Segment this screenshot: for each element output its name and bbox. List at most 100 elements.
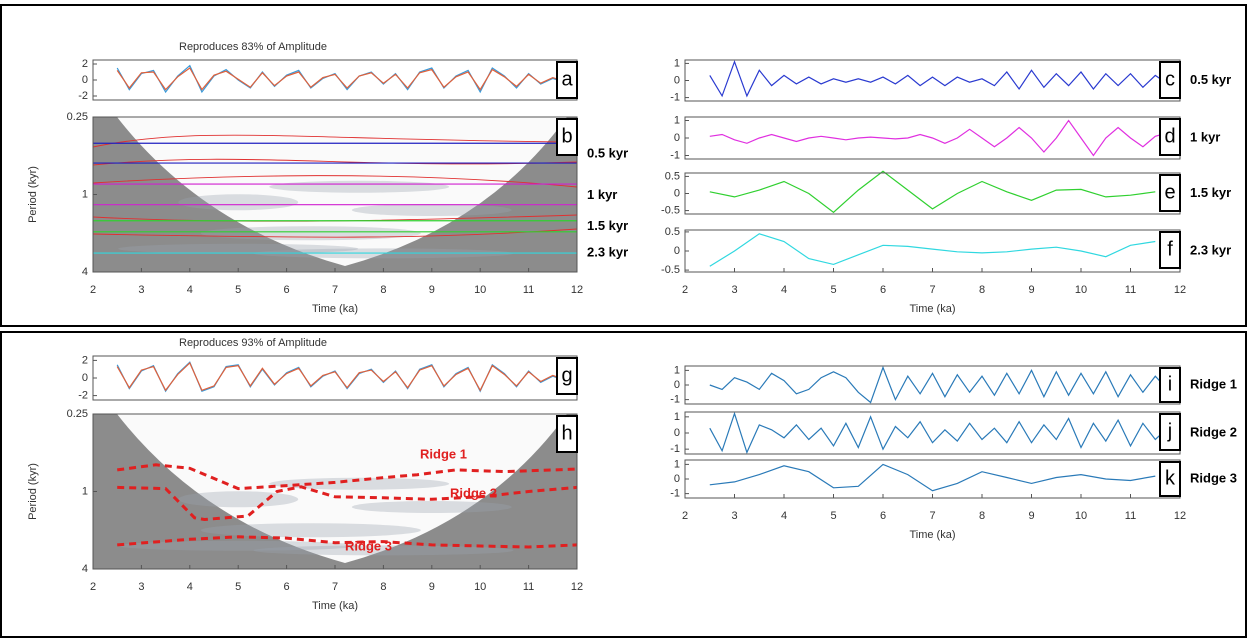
x-axis-label: Time (ka) (909, 303, 955, 315)
y-tick-label: 0.5 (665, 226, 680, 238)
panel-letter-box (1159, 118, 1181, 156)
band-label: 1.5 kyr (587, 218, 628, 233)
y-tick-label: -1 (670, 91, 680, 103)
x-tick-label: 5 (830, 284, 836, 296)
signal-line (709, 411, 1169, 455)
signal-line (116, 64, 566, 94)
side-label: 0.5 kyr (1190, 72, 1231, 87)
x-tick-label: 3 (731, 284, 737, 296)
cone-of-influence (117, 414, 567, 563)
x-tick-label: 5 (235, 284, 241, 296)
y-tick-label: 0 (674, 245, 680, 257)
power-texture (351, 204, 512, 216)
side-label: 2.3 kyr (1190, 242, 1231, 257)
y-tick-label: 0 (82, 74, 88, 86)
y-tick-label: 0 (674, 187, 680, 199)
panel-letter: i (1168, 373, 1172, 395)
x-tick-label: 2 (90, 581, 96, 593)
panel-letter-box (556, 118, 578, 156)
x-tick-label: 7 (332, 284, 338, 296)
side-label: Ridge 3 (1190, 470, 1237, 485)
power-texture (118, 243, 359, 254)
panel-letter-box (1159, 61, 1181, 99)
x-tick-label: 3 (731, 510, 737, 522)
x-tick-label: 10 (1075, 510, 1087, 522)
x-tick-label: 9 (429, 284, 435, 296)
side-label: 1.5 kyr (1190, 185, 1231, 200)
plot-frame (92, 59, 578, 101)
y-tick-label: 2 (82, 58, 88, 70)
x-tick-label: 8 (979, 284, 985, 296)
panel-letter: b (561, 125, 572, 147)
signal-line (116, 67, 566, 91)
signal-line (709, 463, 1156, 492)
y-tick-label: 4 (82, 563, 88, 575)
band-label: 1 kyr (587, 187, 617, 202)
cone-of-influence (117, 117, 567, 266)
panel-letter-box (1159, 461, 1181, 497)
power-texture (269, 180, 450, 193)
bottom-frame (0, 331, 1247, 638)
y-tick-label: 1 (674, 114, 680, 126)
x-tick-label: 2 (682, 510, 688, 522)
x-tick-label: 6 (284, 284, 290, 296)
y-tick-label: -1 (670, 394, 680, 406)
signal-line (709, 119, 1168, 157)
x-tick-label: 3 (138, 284, 144, 296)
y-tick-label: 0.25 (67, 111, 88, 123)
ridge-label: Ridge 3 (345, 538, 392, 553)
y-tick-label: 0 (674, 132, 680, 144)
panel-letter: f (1167, 238, 1173, 260)
plot-frame (684, 172, 1181, 215)
y-tick-label: 0 (674, 74, 680, 86)
signal-line (116, 361, 566, 392)
signal-line (709, 170, 1156, 214)
x-tick-label: 4 (781, 510, 787, 522)
y-tick-label: 1 (674, 364, 680, 376)
significance-contour (92, 134, 578, 148)
x-tick-label: 3 (138, 581, 144, 593)
x-tick-label: 11 (1125, 510, 1136, 522)
y-tick-label: 4 (82, 266, 88, 278)
x-tick-label: 8 (380, 284, 386, 296)
x-tick-label: 8 (380, 581, 386, 593)
x-tick-label: 8 (979, 510, 985, 522)
panel-letter: g (561, 364, 572, 386)
y-tick-label: 0 (674, 473, 680, 485)
x-tick-label: 4 (187, 284, 193, 296)
panel-letter: e (1164, 181, 1175, 203)
ridge-line (117, 535, 578, 549)
x-axis-label: Time (ka) (312, 303, 358, 315)
x-tick-label: 10 (1075, 284, 1087, 296)
power-texture (200, 226, 421, 241)
ridge-line (117, 463, 578, 491)
y-tick-label: 1 (674, 458, 680, 470)
x-tick-label: 12 (571, 284, 583, 296)
panel-title: Reproduces 93% of Amplitude (179, 337, 327, 349)
signal-line (709, 233, 1156, 267)
plot-frame (684, 411, 1181, 455)
x-tick-label: 6 (880, 284, 886, 296)
panel-letter: d (1164, 125, 1175, 147)
side-label: Ridge 1 (1190, 376, 1237, 391)
y-tick-label: 0 (674, 379, 680, 391)
panel-letter: a (561, 68, 573, 90)
panel-letter-box (1159, 231, 1181, 269)
y-tick-label: -1 (670, 149, 680, 161)
ridge-label: Ridge 1 (420, 446, 467, 461)
panel-letter-box (1159, 413, 1181, 451)
x-tick-label: 7 (332, 581, 338, 593)
x-tick-label: 11 (1125, 284, 1136, 296)
x-tick-label: 2 (90, 284, 96, 296)
band-label: 0.5 kyr (587, 145, 628, 160)
y-tick-label: 1 (674, 411, 680, 423)
side-label: 1 kyr (1190, 129, 1220, 144)
x-tick-label: 10 (474, 581, 486, 593)
panel-letter-box (1159, 174, 1181, 212)
x-tick-label: 5 (235, 581, 241, 593)
x-tick-label: 4 (187, 581, 193, 593)
panel-letter: c (1165, 68, 1175, 90)
panel-letter-box (556, 61, 578, 99)
panel-title: Reproduces 83% of Amplitude (179, 41, 327, 53)
y-tick-label: -1 (670, 443, 680, 455)
